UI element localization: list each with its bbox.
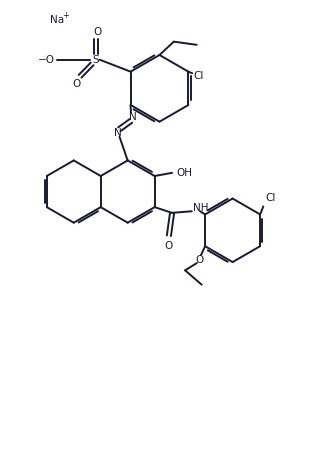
Text: +: + bbox=[62, 11, 69, 20]
Text: O: O bbox=[165, 241, 173, 251]
Text: N: N bbox=[114, 128, 122, 138]
Text: OH: OH bbox=[176, 168, 192, 178]
Text: N: N bbox=[129, 112, 137, 122]
Text: NH: NH bbox=[193, 203, 209, 213]
Text: O: O bbox=[93, 27, 102, 37]
Text: −O: −O bbox=[38, 55, 55, 65]
Text: S: S bbox=[93, 55, 99, 65]
Text: Cl: Cl bbox=[265, 193, 275, 203]
Text: O: O bbox=[195, 255, 204, 265]
Text: O: O bbox=[73, 79, 81, 89]
Text: Na: Na bbox=[50, 15, 64, 25]
Text: Cl: Cl bbox=[194, 71, 204, 81]
